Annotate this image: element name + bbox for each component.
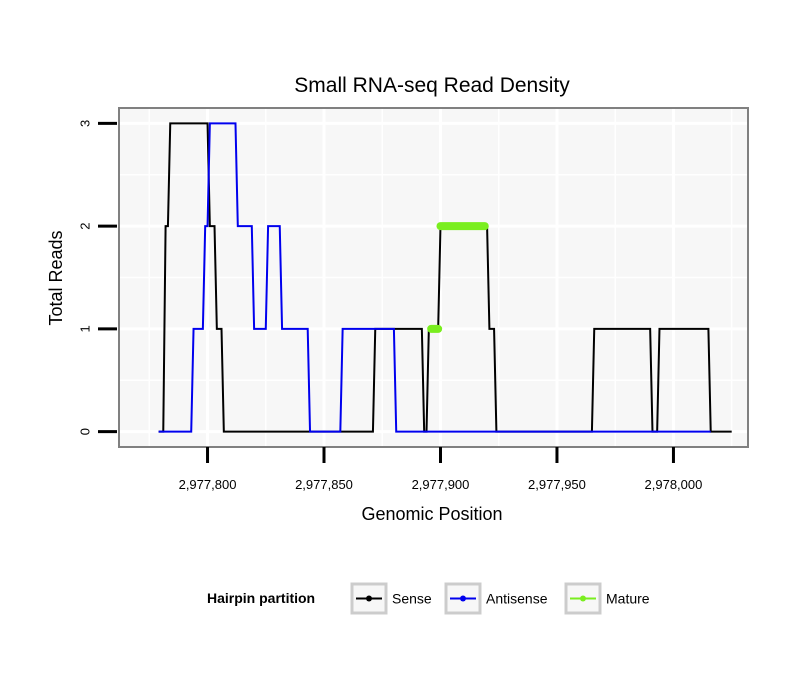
legend-key-dot-sense: [366, 595, 372, 602]
legend-key-dot-mature: [580, 595, 586, 602]
axis-layer: 2,977,800 2,977,850 2,977,900 2,977,950 2,97…: [78, 107, 749, 492]
legend-label-sense: Sense: [392, 591, 432, 607]
chart-title: Small RNA-seq Read Density: [294, 74, 570, 97]
series-antisense-line: [158, 122, 711, 433]
legend-title: Hairpin partition: [207, 590, 315, 606]
x-axis-label: Genomic Position: [361, 504, 502, 524]
y-tick-label: 2: [78, 223, 93, 230]
legend: Hairpin partition Sense Antisense Mature: [207, 582, 650, 615]
y-tick-label: 1: [78, 325, 93, 332]
x-tick-label: 2,977,850: [295, 477, 353, 492]
y-tick-label: 3: [78, 120, 93, 127]
x-tick-label: 2,978,000: [645, 477, 703, 492]
legend-key-dot-antisense: [460, 595, 466, 602]
x-tick-label: 2,977,950: [528, 477, 586, 492]
x-tick-label: 2,977,800: [179, 477, 237, 492]
legend-label-antisense: Antisense: [486, 591, 548, 607]
y-axis-label: Total Reads: [46, 230, 66, 325]
y-tick-label: 0: [78, 428, 93, 435]
panel-border: [118, 107, 749, 448]
series-layer: [158, 122, 732, 433]
x-tick-label: 2,977,900: [412, 477, 470, 492]
legend-label-mature: Mature: [606, 591, 650, 607]
